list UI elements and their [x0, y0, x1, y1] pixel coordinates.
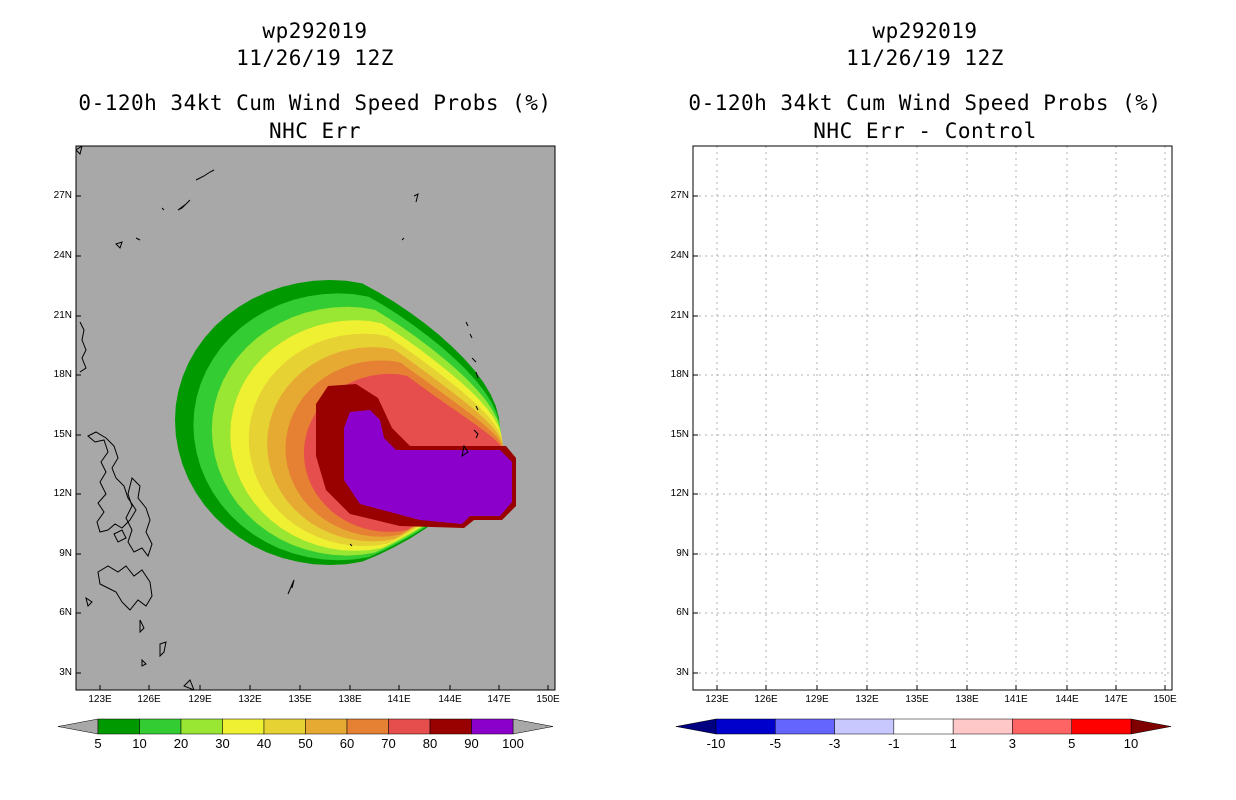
- right-lon-label: 126E: [754, 694, 778, 705]
- right-lat-label: 3N: [676, 667, 689, 678]
- left-colorbar-swatch: [180, 718, 223, 735]
- left-lon-label: 126E: [137, 694, 161, 705]
- left-lat-label: 18N: [53, 369, 72, 380]
- right-lat-label: 15N: [670, 429, 689, 440]
- left-lon-label: 150E: [536, 694, 560, 705]
- left-colorbar-swatch: [388, 718, 431, 735]
- left-lat-label: 15N: [53, 429, 72, 440]
- left-subtitle: NHC Err: [268, 119, 361, 143]
- right-colorbar-label: 5: [1068, 736, 1076, 751]
- right-product-title: 0-120h 34kt Cum Wind Speed Probs (%): [688, 91, 1162, 115]
- right-colorbar: [675, 718, 1172, 735]
- right-lat-label: 9N: [676, 548, 689, 559]
- right-map-frame: [692, 145, 1173, 691]
- probability-level-90: [344, 410, 512, 524]
- left-lon-label: 141E: [387, 694, 411, 705]
- left-lon-label: 129E: [188, 694, 212, 705]
- left-storm-id: wp292019: [262, 19, 368, 43]
- left-lon-label: 135E: [288, 694, 312, 705]
- left-lat-label: 9N: [59, 548, 72, 559]
- right-date: 11/26/19 12Z: [846, 46, 1004, 70]
- left-lon-label: 132E: [238, 694, 262, 705]
- left-lon-label: 147E: [487, 694, 511, 705]
- left-map: [75, 145, 556, 691]
- right-colorbar-label: 10: [1123, 736, 1139, 751]
- left-probability-field: [175, 280, 516, 565]
- right-axis-ticks: [693, 195, 1166, 690]
- right-lon-label: 132E: [855, 694, 879, 705]
- right-colorbar-swatch: [775, 718, 835, 735]
- right-storm-id: wp292019: [872, 19, 978, 43]
- right-colorbar-label: 1: [949, 736, 957, 751]
- right-subtitle: NHC Err - Control: [813, 119, 1037, 143]
- right-colorbar-swatch: [715, 718, 776, 735]
- left-lon-label: 123E: [88, 694, 112, 705]
- left-lon-label: 138E: [338, 694, 362, 705]
- right-lon-label: 123E: [705, 694, 729, 705]
- left-axis-ticks: [76, 195, 549, 690]
- left-colorbar: [57, 718, 554, 735]
- left-map-frame: [75, 145, 556, 691]
- left-lon-label: 144E: [438, 694, 462, 705]
- left-lat-label: 21N: [53, 310, 72, 321]
- left-colorbar-swatch: [471, 718, 514, 735]
- left-lat-label: 27N: [53, 190, 72, 201]
- right-lat-label: 24N: [670, 250, 689, 261]
- left-product-title: 0-120h 34kt Cum Wind Speed Probs (%): [78, 91, 552, 115]
- right-lon-label: 150E: [1153, 694, 1177, 705]
- left-colorbar-label: 10: [132, 736, 147, 751]
- left-lat-label: 6N: [59, 607, 72, 618]
- right-lat-label: 27N: [670, 190, 689, 201]
- left-colorbar-label: 40: [256, 736, 272, 751]
- left-colorbar-extend-high: [512, 718, 554, 735]
- left-colorbar-swatch: [263, 718, 306, 735]
- right-colorbar-swatch: [834, 718, 895, 735]
- right-gridlines: [693, 146, 1172, 690]
- left-colorbar-label: 20: [173, 736, 189, 751]
- left-lat-label: 24N: [53, 250, 72, 261]
- right-colorbar-swatch: [893, 718, 954, 735]
- right-map-background: [693, 146, 1172, 690]
- right-colorbar-swatch: [952, 718, 1013, 735]
- left-colorbar-swatch: [429, 718, 472, 735]
- right-lat-label: 6N: [676, 607, 689, 618]
- right-colorbar-extend-low: [675, 718, 717, 735]
- left-date: 11/26/19 12Z: [236, 46, 394, 70]
- left-colorbar-swatch: [139, 718, 182, 735]
- right-colorbar-label: -5: [769, 736, 782, 751]
- right-colorbar-label: 3: [1008, 736, 1017, 751]
- left-colorbar-label: 5: [94, 736, 102, 751]
- right-colorbar-label: -10: [706, 736, 726, 751]
- left-lat-label: 12N: [53, 488, 72, 499]
- left-colorbar-label: 30: [215, 736, 230, 751]
- left-colorbar-label: 80: [422, 736, 438, 751]
- left-colorbar-swatch: [97, 718, 140, 735]
- right-colorbar-swatch: [1071, 718, 1132, 735]
- left-colorbar-label: 50: [298, 736, 313, 751]
- right-lat-label: 18N: [670, 369, 689, 380]
- left-colorbar-label: 100: [502, 736, 524, 751]
- right-lon-label: 147E: [1104, 694, 1128, 705]
- right-lon-label: 129E: [805, 694, 829, 705]
- right-lon-label: 138E: [955, 694, 979, 705]
- right-lon-label: 135E: [905, 694, 929, 705]
- left-colorbar-label: 60: [339, 736, 355, 751]
- left-colorbar-swatch: [305, 718, 348, 735]
- right-colorbar-label: -1: [888, 736, 900, 751]
- left-colorbar-label: 90: [464, 736, 479, 751]
- right-lat-label: 12N: [670, 488, 689, 499]
- right-lat-label: 21N: [670, 310, 689, 321]
- right-lon-label: 141E: [1004, 694, 1028, 705]
- right-colorbar-label: -3: [828, 736, 841, 751]
- left-colorbar-label: 70: [381, 736, 396, 751]
- left-lat-label: 3N: [59, 667, 72, 678]
- right-lon-label: 144E: [1055, 694, 1079, 705]
- right-colorbar-swatch: [1012, 718, 1072, 735]
- left-colorbar-swatch: [346, 718, 389, 735]
- left-colorbar-extend-low: [57, 718, 99, 735]
- right-map: [692, 145, 1173, 691]
- right-colorbar-extend-high: [1130, 718, 1172, 735]
- left-colorbar-swatch: [222, 718, 265, 735]
